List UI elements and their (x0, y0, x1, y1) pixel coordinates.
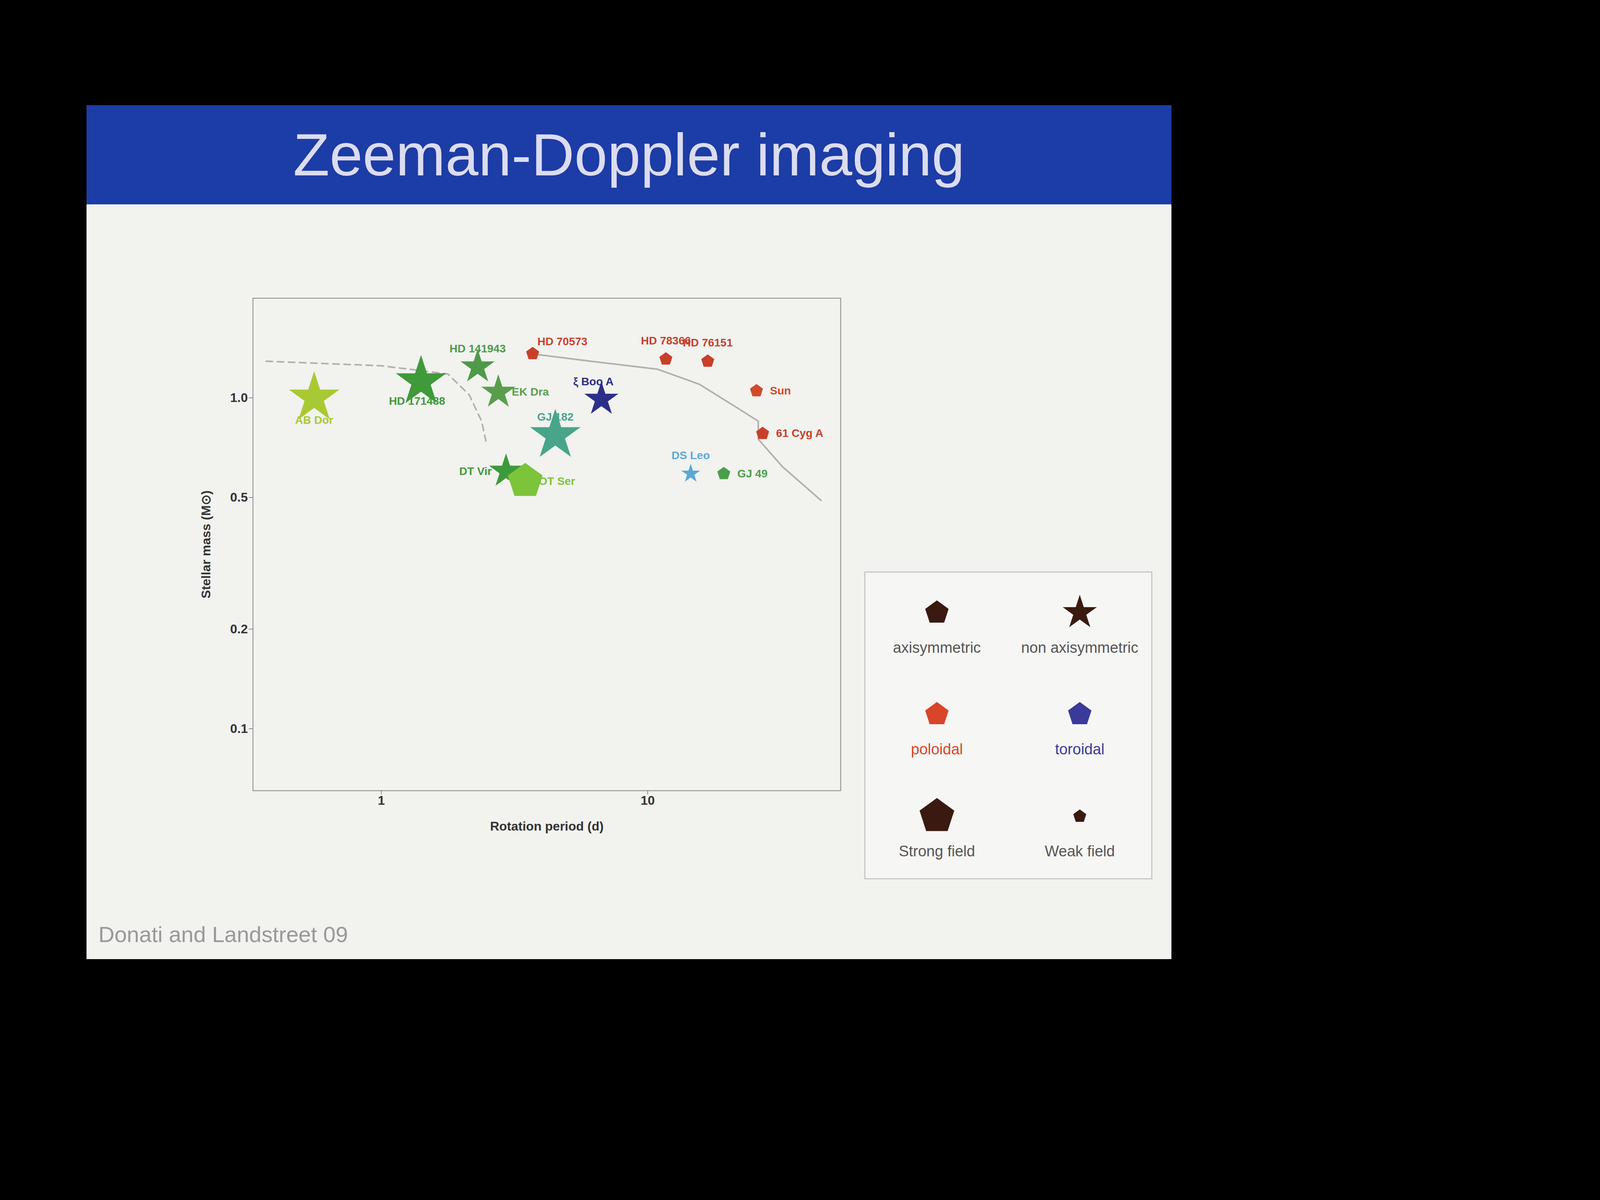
html-text:axisymmetric: axisymmetric (892, 639, 981, 656)
svg-text:HD 171488: HD 171488 (388, 394, 446, 408)
svg-text:10: 10 (640, 793, 655, 808)
svg-text:OT Ser: OT Ser (538, 474, 576, 487)
svg-text:HD 78366: HD 78366 (640, 334, 691, 347)
svg-text:Sun: Sun (769, 384, 791, 397)
svg-text:Rotation period (d): Rotation period (d) (490, 819, 604, 834)
svg-text:EK Dra: EK Dra (511, 385, 550, 399)
svg-text:1: 1 (377, 793, 385, 808)
svg-text:AB Dor: AB Dor (294, 413, 334, 427)
html-text:Weak field: Weak field (1044, 842, 1115, 860)
svg-text:GJ 49: GJ 49 (737, 467, 768, 480)
svg-text:DT Vir: DT Vir (459, 465, 492, 478)
svg-text:0.2: 0.2 (230, 621, 248, 637)
svg-text:61 Cyg A: 61 Cyg A (776, 426, 824, 440)
svg-text:0.5: 0.5 (230, 490, 248, 505)
html-text:poloidal: poloidal (910, 741, 963, 758)
svg-text:GJ 182: GJ 182 (536, 410, 574, 424)
html-text:non axisymmetric: non axisymmetric (1021, 639, 1139, 656)
svg-text:HD 141943: HD 141943 (449, 342, 506, 355)
svg-text:ξ Boo A: ξ Boo A (573, 375, 614, 388)
svg-text:HD 70573: HD 70573 (537, 335, 588, 348)
svg-text:HD 76151: HD 76151 (682, 336, 733, 349)
svg-text:1.0: 1.0 (230, 390, 248, 405)
svg-text:Stellar mass (M⊙): Stellar mass (M⊙) (198, 490, 214, 599)
svg-text:0.1: 0.1 (230, 721, 248, 736)
html-text:Donati and Landstreet 09: Donati and Landstreet 09 (98, 921, 348, 947)
html-text:toroidal: toroidal (1055, 741, 1105, 758)
html-text:Zeeman-Doppler imaging: Zeeman-Doppler imaging (293, 121, 965, 189)
svg-text:DS Leo: DS Leo (671, 449, 710, 462)
html-text:Strong field: Strong field (898, 842, 976, 860)
